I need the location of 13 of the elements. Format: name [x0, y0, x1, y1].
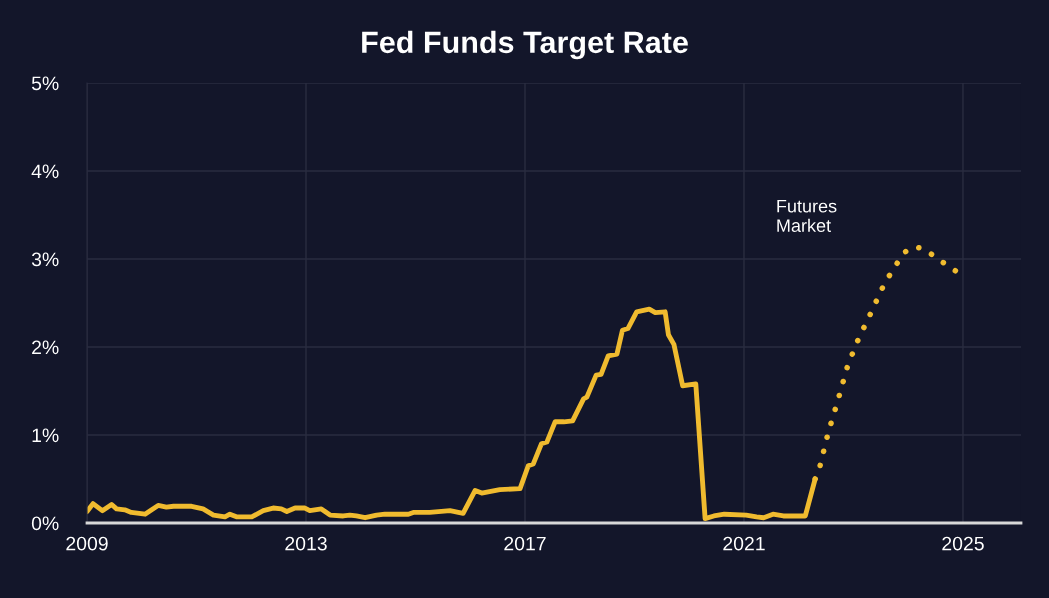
chart-title: Fed Funds Target Rate — [362, 30, 688, 60]
y-tick-label: 4% — [31, 164, 59, 179]
y-tick-label: 5% — [31, 76, 59, 91]
x-tick-label: 2021 — [723, 536, 765, 551]
y-tick-label: 0% — [31, 516, 59, 531]
y-tick-label: 1% — [32, 428, 59, 443]
x-tick-label: 2009 — [66, 536, 108, 551]
text: Futures Market — [777, 199, 837, 232]
y-tick-label: 3% — [31, 252, 59, 267]
y-tick-label: 2% — [32, 340, 59, 355]
x-tick-label: 2017 — [504, 536, 546, 551]
x-tick-label: 2025 — [942, 536, 984, 551]
x-tick-label: 2013 — [285, 536, 327, 551]
